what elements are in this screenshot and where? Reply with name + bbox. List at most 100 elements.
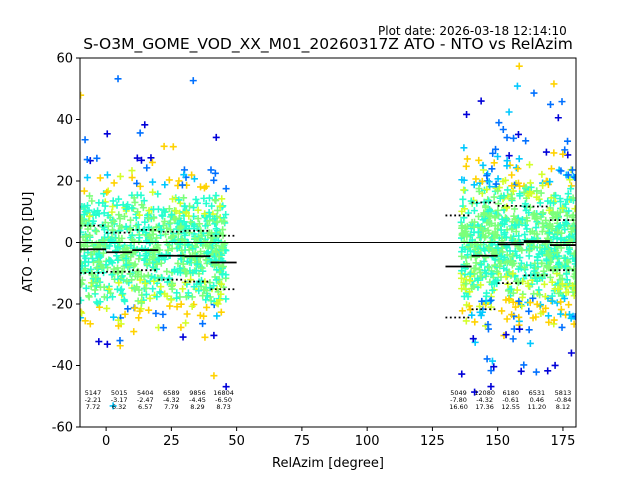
scatter-point <box>549 210 557 218</box>
scatter-point <box>221 240 229 248</box>
scatter-point <box>488 280 496 288</box>
scatter-point <box>180 202 188 210</box>
scatter-point <box>488 357 496 365</box>
scatter-point <box>200 312 208 320</box>
scatter-point <box>162 251 170 259</box>
scatter-point <box>502 273 510 281</box>
bin-stat-mean-label: -4.45 <box>189 396 206 404</box>
scatter-point <box>169 195 177 203</box>
scatter-point <box>198 264 206 272</box>
scatter-point <box>93 298 101 306</box>
scatter-point <box>80 215 86 223</box>
scatter-point <box>523 225 531 233</box>
scatter-point <box>494 175 502 183</box>
scatter-point <box>80 280 86 288</box>
scatter-point <box>200 184 208 192</box>
scatter-point <box>192 195 200 203</box>
scatter-point <box>518 216 526 224</box>
scatter-point <box>515 297 523 305</box>
scatter-point <box>571 260 576 268</box>
scatter-point <box>120 212 128 220</box>
scatter-point <box>540 280 548 288</box>
scatter-point <box>148 158 156 166</box>
bin-stat-std-label: 7.79 <box>164 403 178 411</box>
scatter-point <box>159 324 167 332</box>
scatter-point <box>95 258 103 266</box>
scatter-point <box>561 226 569 234</box>
scatter-point <box>536 243 544 251</box>
scatter-point <box>462 317 470 325</box>
scatter-point <box>509 270 517 278</box>
scatter-point <box>466 288 474 296</box>
scatter-point <box>561 254 569 262</box>
scatter-point <box>488 286 496 294</box>
scatter-point <box>100 209 108 217</box>
scatter-point <box>213 218 221 226</box>
scatter-point <box>180 218 188 226</box>
bin-stat-count: 6531 <box>529 389 546 397</box>
scatter-point <box>134 270 142 278</box>
y-tick-label: 20 <box>56 175 73 190</box>
scatter-point <box>185 246 193 254</box>
scatter-point <box>216 251 224 259</box>
scatter-point <box>491 251 499 259</box>
scatter-point <box>477 272 485 280</box>
scatter-point <box>563 220 571 228</box>
scatter-point <box>177 223 185 231</box>
scatter-point <box>466 247 474 255</box>
scatter-point <box>559 150 567 158</box>
scatter-point <box>80 268 85 276</box>
scatter-point <box>136 129 144 137</box>
scatter-point <box>513 252 521 260</box>
scatter-point <box>128 174 136 182</box>
bin-stat-std-label: 6.57 <box>138 403 152 411</box>
scatter-point <box>157 289 165 297</box>
scatter-point <box>546 221 554 229</box>
scatter-point <box>211 169 219 177</box>
scatter-point <box>203 303 211 311</box>
scatter-point <box>509 298 517 306</box>
scatter-point <box>487 303 495 311</box>
scatter-point <box>557 310 565 318</box>
scatter-point <box>568 166 576 174</box>
scatter-point <box>168 279 176 287</box>
x-tick-label: 175 <box>551 434 576 449</box>
bin-stat-count: 6180 <box>502 389 519 397</box>
scatter-point <box>485 178 493 186</box>
scatter-point <box>176 293 184 301</box>
bin-stat-count: 5147 <box>85 389 102 397</box>
scatter-point <box>494 206 502 214</box>
scatter-point <box>471 318 479 326</box>
scatter-point <box>202 296 210 304</box>
scatter-point <box>188 293 196 301</box>
scatter-point <box>500 192 508 200</box>
scatter-point <box>504 280 512 288</box>
scatter-point <box>80 203 88 211</box>
x-tick-label: 0 <box>102 434 110 449</box>
scatter-point <box>136 252 144 260</box>
scatter-point <box>486 238 494 246</box>
scatter-point <box>488 165 496 173</box>
scatter-point <box>128 236 136 244</box>
scatter-point <box>525 307 533 315</box>
scatter-point <box>508 171 516 179</box>
scatter-point <box>478 297 486 305</box>
scatter-point <box>460 237 468 245</box>
scatter-point <box>163 224 171 232</box>
scatter-point <box>484 320 492 328</box>
scatter-point <box>527 261 535 269</box>
scatter-point <box>170 267 178 275</box>
scatter-point <box>499 125 507 133</box>
scatter-point <box>193 280 201 288</box>
scatter-point <box>123 277 131 285</box>
scatter-point <box>489 149 497 157</box>
scatter-point <box>526 299 534 307</box>
scatter-point <box>532 368 540 376</box>
scatter-point <box>464 293 472 301</box>
scatter-point <box>462 289 470 297</box>
scatter-point <box>461 223 469 231</box>
scatter-point <box>100 293 108 301</box>
scatter-point <box>523 214 531 222</box>
scatter-point <box>458 370 466 378</box>
scatter-point <box>130 194 138 202</box>
